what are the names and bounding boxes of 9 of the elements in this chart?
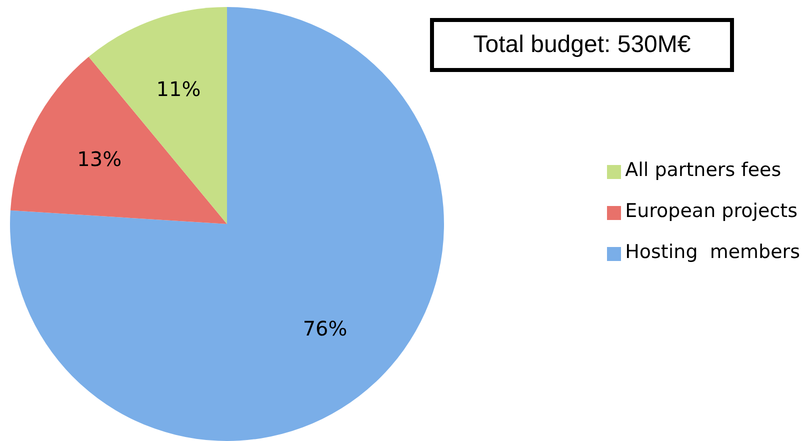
legend-label: European projects xyxy=(625,200,798,222)
data-label: 76% xyxy=(302,316,348,340)
data-label: 13% xyxy=(77,146,122,171)
data-label: 11% xyxy=(156,77,201,102)
legend-label: Hosting members xyxy=(625,241,800,263)
text: Total budget: 530M€ xyxy=(430,18,734,72)
pie-slice xyxy=(10,7,444,441)
legend-label: All partners fees xyxy=(625,159,782,181)
pie-slice xyxy=(10,56,227,224)
